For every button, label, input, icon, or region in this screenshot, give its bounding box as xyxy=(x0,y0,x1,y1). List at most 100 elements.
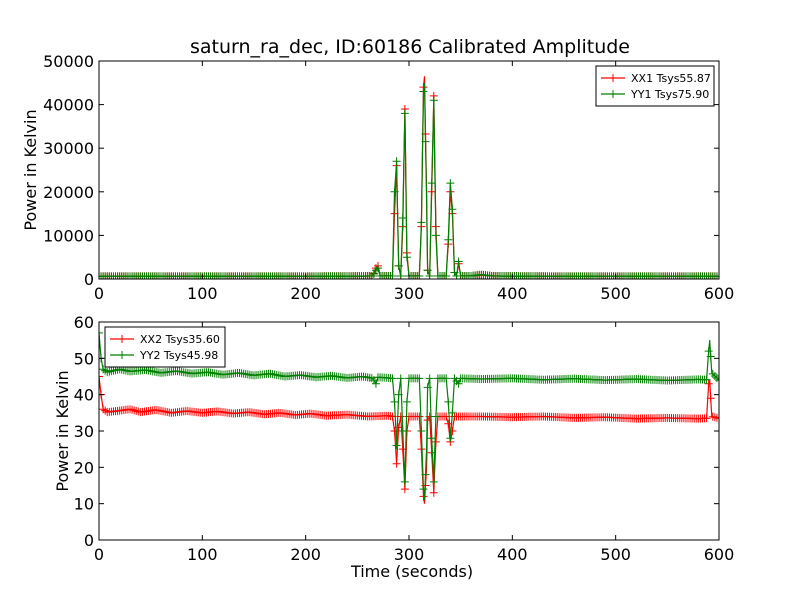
data-point-marker xyxy=(423,383,432,392)
x-tick-label: 500 xyxy=(600,545,631,564)
data-point-marker xyxy=(702,375,711,384)
y-tick-label: 50 xyxy=(74,349,94,368)
data-point-marker xyxy=(450,268,459,277)
x-tick-label: 100 xyxy=(187,284,218,303)
data-point-marker xyxy=(446,179,455,188)
y-tick-label: 20000 xyxy=(43,183,94,202)
legend-box xyxy=(104,326,226,368)
data-point-marker xyxy=(427,179,436,188)
x-tick-label: 0 xyxy=(94,545,104,564)
data-point-marker xyxy=(429,96,438,105)
data-point-marker xyxy=(425,374,434,383)
data-point-marker xyxy=(99,405,108,414)
data-point-marker xyxy=(99,365,108,374)
y-tick-label: 0 xyxy=(84,270,94,289)
y-axis-label: Power in Kelvin xyxy=(21,109,40,230)
data-point-marker xyxy=(128,405,137,414)
data-point-marker xyxy=(99,372,103,381)
data-point-marker xyxy=(704,347,713,356)
data-point-marker xyxy=(448,205,457,214)
y-tick-label: 50000 xyxy=(43,52,94,71)
data-point-marker xyxy=(708,369,717,378)
data-point-marker xyxy=(369,270,378,279)
y-tick-label: 30 xyxy=(74,422,94,441)
data-point-marker xyxy=(427,434,436,443)
data-point-marker xyxy=(421,470,430,479)
data-point-marker xyxy=(423,266,432,275)
data-point-marker xyxy=(448,408,457,417)
data-point-marker xyxy=(429,488,438,497)
data-point-marker xyxy=(419,87,428,96)
data-point-marker xyxy=(374,264,382,273)
data-point-marker xyxy=(444,235,453,244)
data-point-marker xyxy=(442,374,451,383)
data-point-marker xyxy=(396,374,405,383)
legend-entry: YY1 Tsys75.90 xyxy=(630,88,709,101)
x-tick-label: 200 xyxy=(290,545,321,564)
legend: XX2 Tsys35.60 YY2 Tsys45.98 xyxy=(104,326,226,368)
data-point-marker xyxy=(126,405,134,414)
data-point-marker xyxy=(130,406,139,415)
legend-marker xyxy=(118,351,126,359)
legend-entry: YY2 Tsys45.98 xyxy=(139,349,218,362)
data-point-marker xyxy=(715,272,719,279)
data-point-marker xyxy=(454,257,463,266)
bottom-panel: 0 100 200 300 400 500 600 0 10 20 30 40 50 60 Power in… xyxy=(53,313,734,581)
data-point-marker xyxy=(702,414,711,423)
legend: XX1 Tsys55.87 YY1 Tsys75.90 xyxy=(595,65,715,107)
data-point-marker xyxy=(415,412,424,421)
y-tick-label: 10 xyxy=(74,495,94,514)
data-point-marker xyxy=(710,371,719,380)
data-point-marker xyxy=(712,413,719,422)
top-panel: 0 100 200 300 400 500 600 0 10000 20000 30000 40000… xyxy=(21,52,734,303)
data-point-marker xyxy=(706,394,715,403)
y-axis-label: Power in Kelvin xyxy=(53,370,72,491)
data-point-marker xyxy=(398,213,407,222)
data-point-marker xyxy=(388,374,397,383)
y-tick-label: 0 xyxy=(84,531,94,550)
data-point-marker xyxy=(400,477,409,486)
data-point-marker xyxy=(392,441,401,450)
data-point-marker xyxy=(444,419,453,428)
x-tick-label: 100 xyxy=(187,545,218,564)
x-tick-label: 300 xyxy=(394,284,425,303)
x-tick-label: 0 xyxy=(94,284,104,303)
data-point-marker xyxy=(712,374,719,383)
data-point-marker xyxy=(417,427,426,435)
data-point-marker xyxy=(392,459,401,468)
data-point-marker xyxy=(99,328,103,337)
data-point-marker xyxy=(390,187,399,196)
data-point-marker xyxy=(394,390,403,399)
data-point-marker xyxy=(400,109,409,118)
data-point-marker xyxy=(454,379,463,388)
data-point-marker xyxy=(367,374,376,383)
legend-marker xyxy=(609,90,617,98)
data-point-marker xyxy=(715,376,719,385)
data-point-marker xyxy=(402,397,411,406)
x-tick-label: 500 xyxy=(600,284,631,303)
data-point-marker xyxy=(431,231,440,240)
data-point-marker xyxy=(101,406,110,415)
data-point-marker xyxy=(444,397,453,406)
data-point-marker xyxy=(421,137,430,146)
data-point-marker xyxy=(706,352,715,361)
legend-box xyxy=(595,65,715,107)
data-point-marker xyxy=(390,397,399,406)
legend-marker xyxy=(609,74,617,82)
data-point-marker xyxy=(392,157,401,166)
figure-title: saturn_ra_dec, ID:60186 Calibrated Ampli… xyxy=(190,36,630,58)
data-point-marker xyxy=(371,379,380,388)
y-tick-label: 10000 xyxy=(43,226,94,245)
x-tick-label: 600 xyxy=(704,284,735,303)
x-tick-label: 200 xyxy=(290,284,321,303)
data-point-marker xyxy=(710,413,719,422)
data-point-marker xyxy=(402,253,411,262)
x-tick-label: 400 xyxy=(497,284,528,303)
series-yy xyxy=(99,328,719,501)
y-tick-label: 60 xyxy=(74,313,94,332)
data-point-marker xyxy=(415,374,424,383)
x-axis-label: Time (seconds) xyxy=(350,562,473,581)
legend-entry: XX1 Tsys55.87 xyxy=(631,72,711,85)
data-point-marker xyxy=(431,412,440,421)
